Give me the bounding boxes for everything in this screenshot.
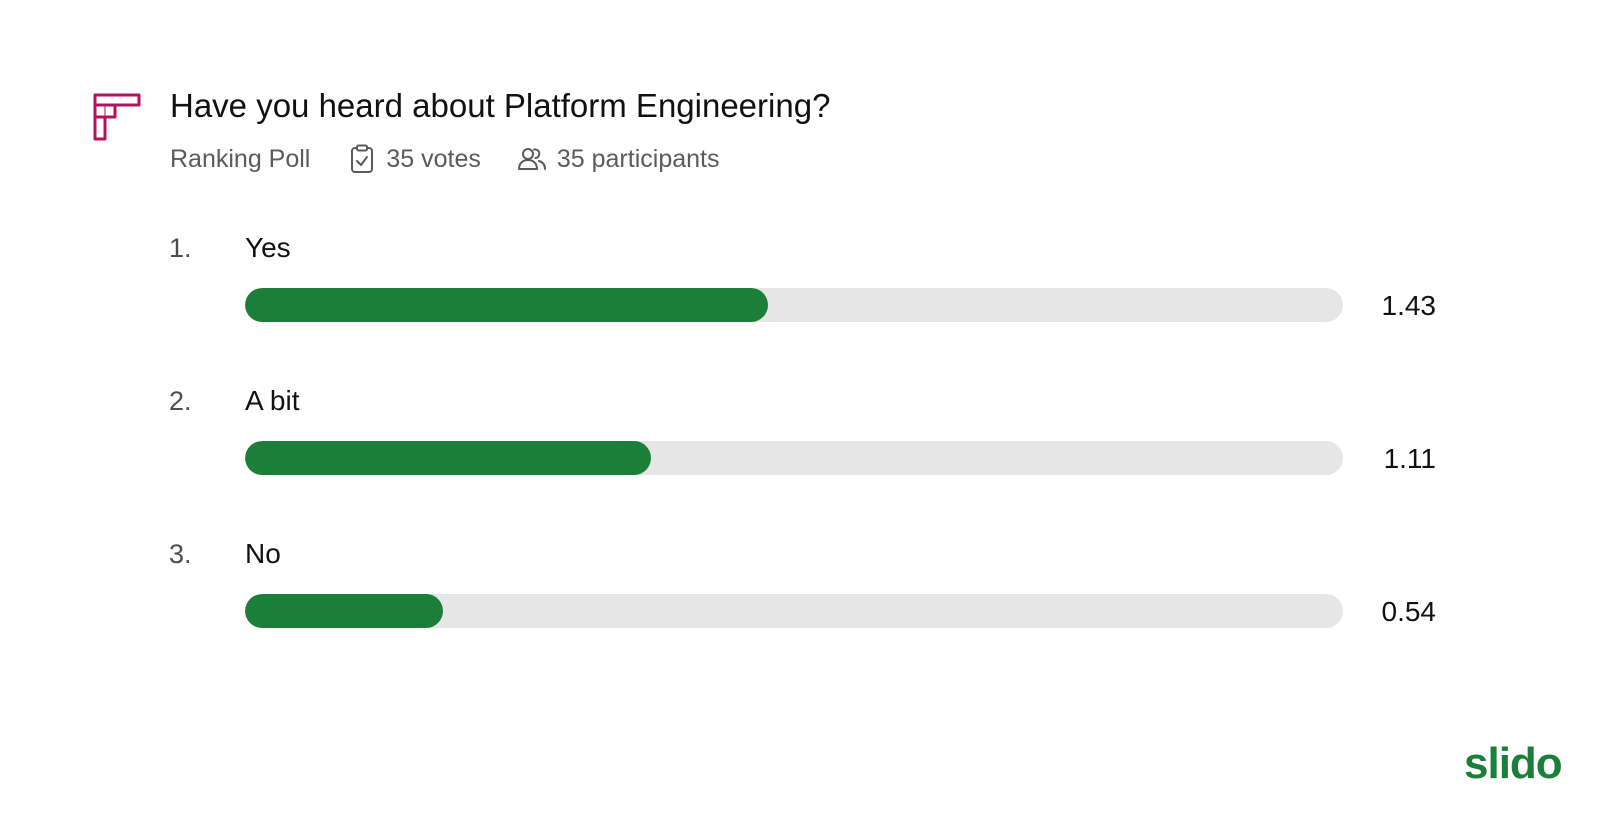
participants-count: 35 participants	[517, 144, 720, 174]
users-icon	[517, 148, 546, 170]
poll-option: 3. No 0.54	[0, 537, 1600, 647]
option-bar-track	[245, 288, 1343, 322]
slido-logo: slido	[1464, 739, 1563, 788]
poll-title: Have you heard about Platform Engineerin…	[170, 87, 831, 124]
participants-label: 35 participants	[556, 144, 720, 173]
votes-label: 35 votes	[386, 144, 481, 173]
option-label: Yes	[245, 232, 291, 263]
option-bar-track	[245, 594, 1343, 628]
poll-meta: Ranking Poll 35 votes 35 participants	[170, 142, 719, 176]
option-score: 1.11	[1383, 443, 1436, 474]
option-rank: 3.	[169, 539, 192, 569]
option-rank: 2.	[169, 386, 192, 416]
poll-option: 1. Yes 1.43	[0, 231, 1600, 341]
option-bar-fill	[245, 288, 769, 322]
option-score: 0.54	[1381, 596, 1437, 627]
option-label: A bit	[245, 385, 300, 416]
option-label: No	[245, 538, 281, 569]
poll-option: 2. A bit 1.11	[0, 384, 1600, 494]
votes-count: 35 votes	[348, 144, 481, 174]
clipboard-check-icon	[351, 144, 374, 173]
option-bar-fill	[245, 441, 652, 475]
option-score: 1.43	[1381, 290, 1437, 321]
poll-type: Ranking Poll	[170, 144, 311, 173]
option-bar-track	[245, 441, 1343, 475]
option-bar-fill	[245, 594, 443, 628]
ranking-poll-icon	[93, 93, 141, 141]
option-rank: 1.	[169, 233, 192, 263]
